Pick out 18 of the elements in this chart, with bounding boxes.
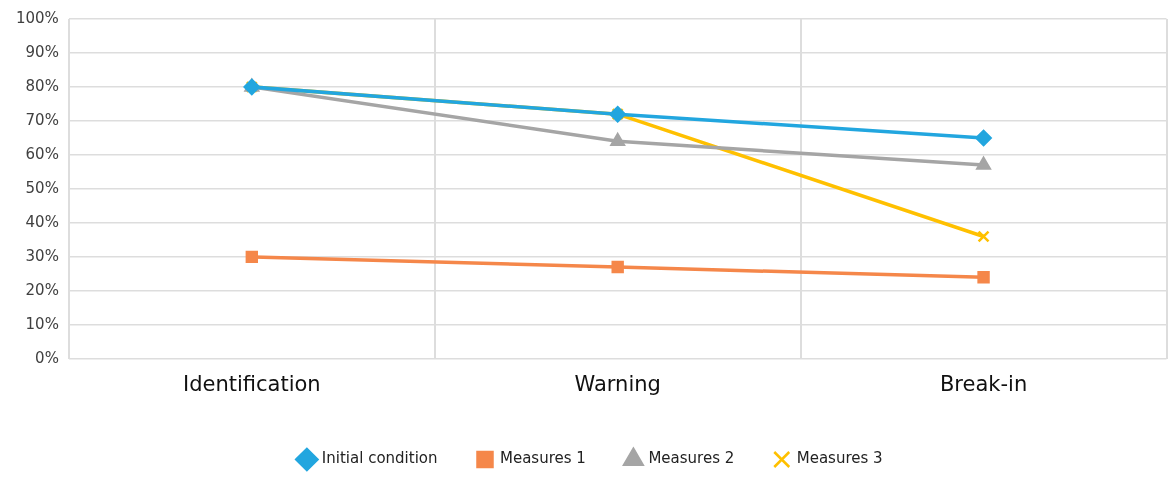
legend-label: Measures 1 <box>500 449 586 468</box>
y-tick-label: 0% <box>35 348 59 367</box>
y-tick-label: 50% <box>25 178 59 197</box>
y-tick-label: 90% <box>25 42 59 61</box>
x-tick-label: Break-in <box>939 371 1028 396</box>
x-tick-label: Identification <box>182 371 321 396</box>
y-tick-label: 40% <box>25 212 59 231</box>
y-tick-label: 100% <box>15 8 59 27</box>
legend-label: Initial condition <box>321 449 438 468</box>
y-tick-label: 30% <box>25 246 59 265</box>
y-tick-label: 20% <box>25 280 59 299</box>
y-tick-label: 60% <box>25 144 59 163</box>
legend-label: Measures 3 <box>796 449 883 468</box>
y-tick-label: 70% <box>25 110 59 129</box>
y-tick-label: 10% <box>25 314 59 333</box>
x-tick-label: Warning <box>574 371 661 396</box>
y-tick-label: 80% <box>25 76 59 95</box>
legend-label: Measures 2 <box>648 449 735 468</box>
